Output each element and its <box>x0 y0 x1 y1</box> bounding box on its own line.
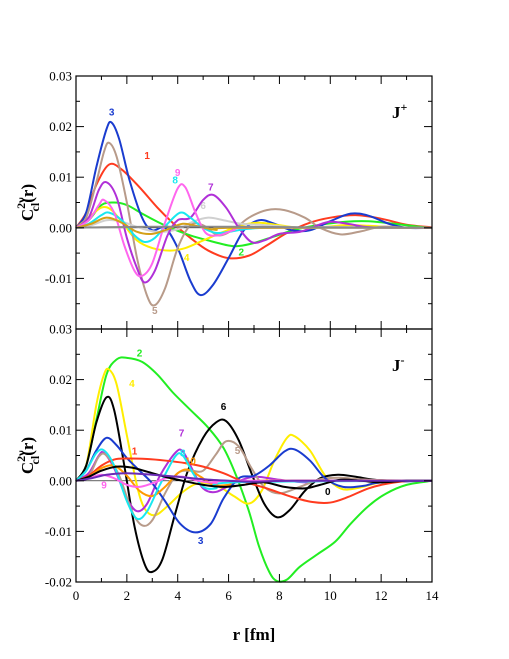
x-tick-label: 10 <box>324 588 337 603</box>
series-line-10 <box>75 464 433 498</box>
x-axis: 0 2 4 6 8 10 12 14 <box>73 588 439 603</box>
y-label-tail: (r) <box>18 437 37 456</box>
series-line-1 <box>75 457 433 505</box>
series-line-8 <box>75 211 433 244</box>
plot-frame <box>75 328 433 583</box>
series-label-2: 2 <box>137 348 143 359</box>
series-line-0 <box>75 225 433 229</box>
y-tick-label: 0.03 <box>49 69 72 84</box>
y-tick-label: -0.01 <box>45 271 72 286</box>
y-tick-label: 0.00 <box>49 473 72 488</box>
series-line-3 <box>75 120 433 297</box>
series-label-2: 2 <box>239 248 245 259</box>
series-label-1: 1 <box>144 151 150 162</box>
y-label-main: C <box>18 462 37 474</box>
series-label-6: 6 <box>221 402 227 413</box>
y-label-tail: (r) <box>18 184 37 203</box>
y-label-sub: cl <box>28 202 42 211</box>
series-label-5: 5 <box>235 446 241 457</box>
series-line-7 <box>75 180 433 284</box>
x-tick-label: 0 <box>73 588 80 603</box>
y-axis-label: C2νcl(r) <box>14 184 42 221</box>
x-axis-label: r [fm] <box>233 625 276 644</box>
series-label-0: 0 <box>325 487 331 498</box>
y-label-sup: 2ν <box>14 197 28 209</box>
panel-tag: J+ <box>392 100 408 122</box>
panel-tag-sup: + <box>401 100 408 114</box>
y-label-sup: 2ν <box>14 450 28 462</box>
series-label-10: 10 <box>185 457 197 468</box>
series-label-7: 7 <box>179 428 185 439</box>
y-tick-label: -0.01 <box>45 524 72 539</box>
x-tick-label: 6 <box>225 588 232 603</box>
series-line-10 <box>75 216 433 235</box>
series-label-8: 8 <box>172 175 178 186</box>
panel-tag: J- <box>392 353 405 375</box>
series-label-3: 3 <box>109 107 115 118</box>
series-label-6: 6 <box>200 201 206 212</box>
series-line-unlabeled-11 <box>75 472 433 483</box>
panel-lower: 2 4 6 7 5 3 1 108 9 0 0.03 0.02 0.01 0.00 -0.01 -0.02 J-… <box>14 322 433 590</box>
series-line-8 <box>75 448 433 521</box>
series-line-2 <box>75 356 433 583</box>
series-label-7: 7 <box>208 182 214 193</box>
series-label-4: 4 <box>129 379 135 390</box>
x-tick-label: 4 <box>174 588 181 603</box>
series-label-4: 4 <box>184 253 190 264</box>
series-label-5: 5 <box>152 306 158 317</box>
x-tick-label: 12 <box>375 588 388 603</box>
y-tick-label: 0.03 <box>49 322 72 337</box>
y-tick-label: 0.01 <box>49 170 72 185</box>
y-tick-label: 0.02 <box>49 372 72 387</box>
x-tick-label: 8 <box>276 588 283 603</box>
x-tick-label: 2 <box>124 588 131 603</box>
x-tick-label: 14 <box>426 588 440 603</box>
y-tick-label: -0.02 <box>45 575 72 590</box>
y-tick-label: 0.00 <box>49 220 72 235</box>
series-line-3 <box>75 436 433 534</box>
y-label-main: C <box>18 209 37 221</box>
series-label-8: 8 <box>180 449 186 460</box>
y-axis-label: C2νcl(r) <box>14 437 42 474</box>
series-label-9: 9 <box>175 168 181 179</box>
series-line-1 <box>75 162 433 260</box>
series-label-9: 9 <box>101 480 107 491</box>
plot-frame <box>75 75 433 330</box>
series-label-3: 3 <box>198 536 204 547</box>
panel-tag-sup: - <box>401 353 405 367</box>
y-tick-label: 0.02 <box>49 119 72 134</box>
y-label-sub: cl <box>28 455 42 464</box>
y-tick-label: 0.01 <box>49 423 72 438</box>
series-label-1: 1 <box>132 446 138 457</box>
